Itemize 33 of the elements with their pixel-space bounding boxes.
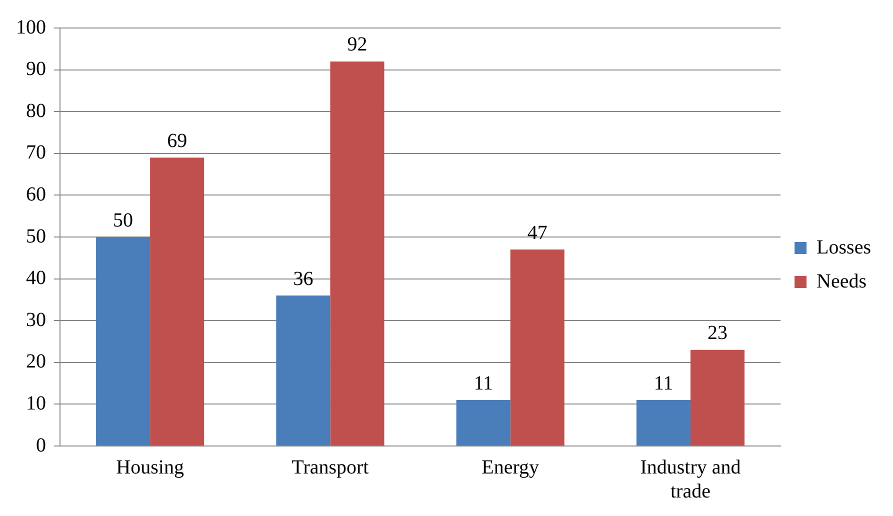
y-tick-label: 100	[16, 16, 46, 38]
bar	[456, 400, 510, 446]
data-label: 69	[167, 130, 188, 152]
bar	[330, 61, 384, 446]
y-tick-label: 70	[26, 142, 46, 164]
y-tick-label: 80	[26, 100, 46, 122]
bar	[150, 158, 204, 446]
legend-label: Needs	[816, 270, 867, 292]
y-tick-label: 40	[26, 267, 46, 290]
y-tick-label: 90	[26, 58, 46, 80]
bar	[636, 400, 690, 446]
data-label: 23	[708, 322, 728, 344]
y-tick-label: 30	[26, 308, 46, 331]
x-tick-label: Transport	[292, 456, 370, 478]
bar	[690, 350, 745, 446]
y-tick-label: 10	[26, 392, 46, 414]
y-tick-label: 50	[26, 225, 46, 248]
data-label: 11	[654, 372, 674, 394]
y-tick-label: 60	[26, 183, 46, 206]
legend-label: Losses	[816, 236, 872, 258]
bar	[510, 250, 564, 446]
y-tick-label: 0	[36, 434, 46, 456]
y-tick-label: 20	[26, 350, 46, 373]
data-label: 50	[113, 209, 134, 232]
x-tick-label: Housing	[116, 456, 184, 478]
data-label: 47	[527, 222, 548, 244]
data-label: 92	[347, 34, 368, 56]
x-tick-label: Industry and trade	[640, 456, 741, 502]
bar	[96, 237, 150, 446]
bar	[276, 296, 330, 446]
data-label: 11	[474, 372, 493, 394]
x-tick-label: Energy	[482, 456, 540, 478]
data-label: 36	[293, 268, 314, 290]
